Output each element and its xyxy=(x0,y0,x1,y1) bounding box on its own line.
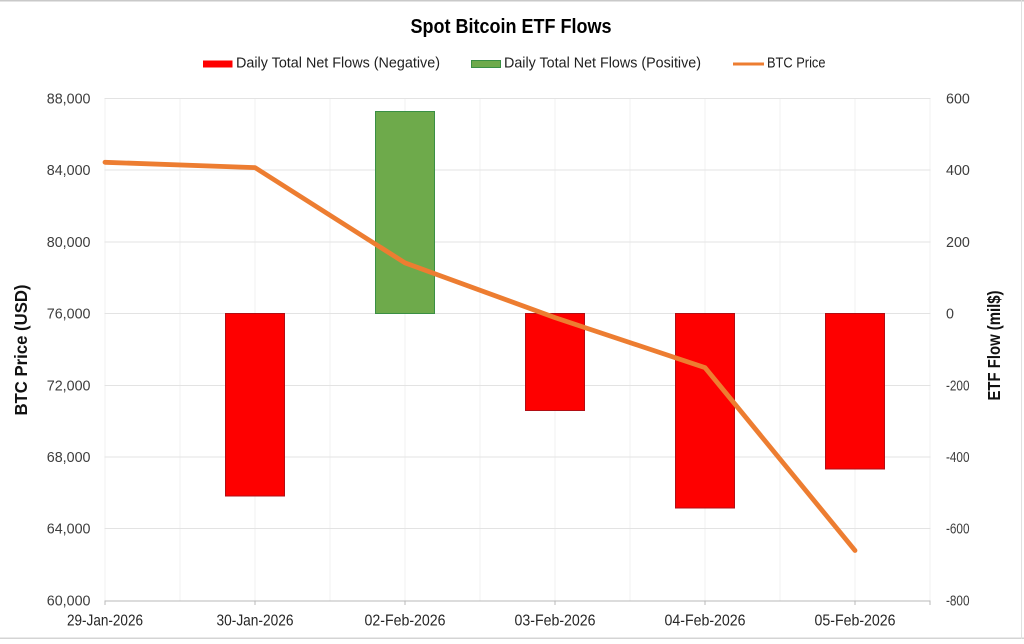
svg-text:64,000: 64,000 xyxy=(47,522,91,538)
svg-text:02-Feb-2026: 02-Feb-2026 xyxy=(365,613,446,630)
svg-text:30-Jan-2026: 30-Jan-2026 xyxy=(217,613,294,630)
svg-text:-800: -800 xyxy=(946,593,970,609)
svg-text:0: 0 xyxy=(946,307,954,323)
svg-text:03-Feb-2026: 03-Feb-2026 xyxy=(515,613,596,630)
svg-text:Daily Total Net Flows (Negativ: Daily Total Net Flows (Negative) xyxy=(236,56,440,72)
svg-text:400: 400 xyxy=(946,163,970,179)
svg-text:-200: -200 xyxy=(946,378,970,394)
svg-text:88,000: 88,000 xyxy=(47,92,91,108)
svg-text:BTC Price (USD): BTC Price (USD) xyxy=(11,285,31,416)
svg-text:72,000: 72,000 xyxy=(47,378,91,394)
svg-text:80,000: 80,000 xyxy=(47,235,91,251)
svg-text:84,000: 84,000 xyxy=(47,163,91,179)
svg-text:ETF Flow (mil$): ETF Flow (mil$) xyxy=(984,291,1004,401)
svg-text:Daily Total Net Flows (Positiv: Daily Total Net Flows (Positive) xyxy=(504,56,701,72)
svg-text:600: 600 xyxy=(946,92,970,108)
svg-text:200: 200 xyxy=(946,235,970,251)
svg-text:76,000: 76,000 xyxy=(47,307,91,323)
svg-text:60,000: 60,000 xyxy=(47,593,91,609)
svg-text:-600: -600 xyxy=(946,522,970,538)
svg-text:Spot Bitcoin ETF Flows: Spot Bitcoin ETF Flows xyxy=(411,15,612,38)
svg-text:04-Feb-2026: 04-Feb-2026 xyxy=(665,613,746,630)
svg-text:BTC Price: BTC Price xyxy=(767,56,826,72)
svg-text:68,000: 68,000 xyxy=(47,450,91,466)
svg-text:29-Jan-2026: 29-Jan-2026 xyxy=(67,613,143,630)
svg-text:-400: -400 xyxy=(946,450,970,466)
svg-text:05-Feb-2026: 05-Feb-2026 xyxy=(815,613,896,630)
